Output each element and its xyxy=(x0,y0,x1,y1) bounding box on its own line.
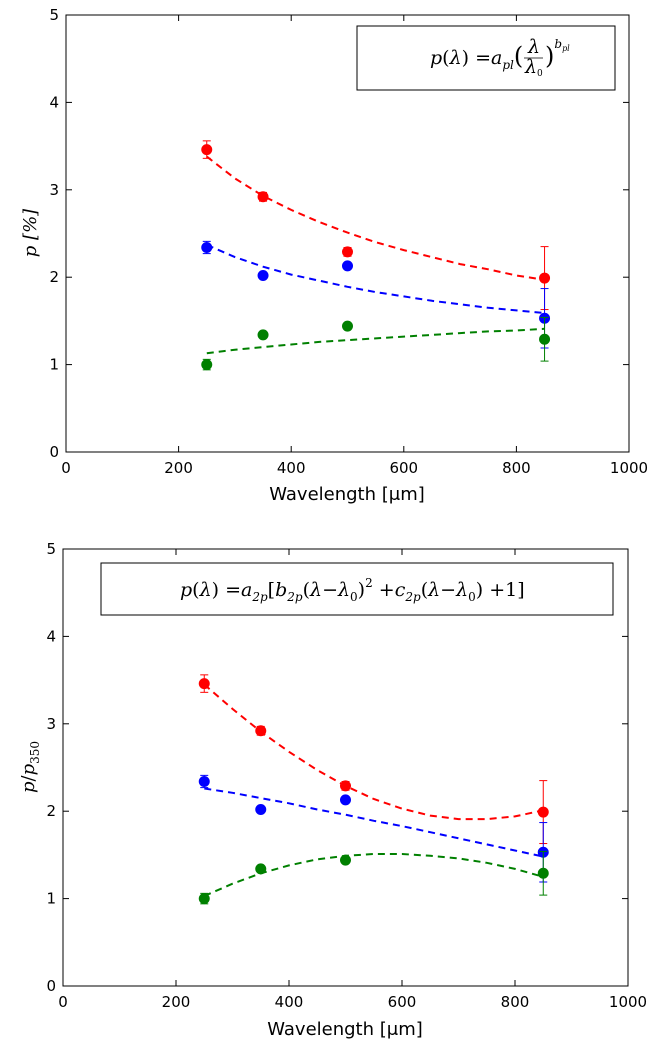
axis-ticks: 0 200 400 600 800 1000 0 1 2 3 4 5 xyxy=(46,540,647,1011)
x-tick-label: 800 xyxy=(502,459,531,477)
formula-exponent: )bpl xyxy=(545,37,570,70)
y-tick-label: 1 xyxy=(46,890,56,908)
data-point xyxy=(537,806,549,818)
y-axis-label: p [%] xyxy=(20,208,41,257)
x-tick-label: 0 xyxy=(58,993,68,1011)
fit-line xyxy=(206,155,545,281)
formula-frame xyxy=(100,562,614,616)
y-tick-label: 0 xyxy=(46,977,56,995)
formula-fraction-num: λ xyxy=(527,36,540,58)
axis-ticks: 0 200 400 600 800 1000 0 1 2 3 4 5 xyxy=(49,6,648,477)
data-point xyxy=(255,863,267,875)
data-point xyxy=(257,269,269,281)
x-axis-label: Wavelength [μm] xyxy=(267,1019,423,1040)
y-tick-label: 3 xyxy=(46,715,56,733)
x-tick-label: 1000 xyxy=(610,459,648,477)
x-tick-label: 1000 xyxy=(609,993,647,1011)
x-tick-label: 400 xyxy=(275,993,304,1011)
y-tick-label: 4 xyxy=(46,627,56,645)
y-tick-label: 1 xyxy=(49,356,59,374)
formula-box: p(λ) =a2p[b2p(λ−λ0)2 +c2p(λ−λ0) +1] xyxy=(100,562,614,616)
fit-line xyxy=(203,853,544,897)
data-point xyxy=(255,725,267,737)
fit-line xyxy=(203,683,544,821)
y-tick-label: 3 xyxy=(49,181,59,199)
data-marks xyxy=(201,140,551,371)
data-point xyxy=(539,272,551,284)
formula-frame xyxy=(356,25,616,91)
x-tick-label: 800 xyxy=(501,993,530,1011)
data-point xyxy=(342,246,353,258)
panel-power-law: 0 200 400 600 800 1000 0 1 2 3 4 5 p(λ) =apl( λ λ0 … xyxy=(20,6,648,505)
y-tick-label: 5 xyxy=(46,540,56,558)
data-point xyxy=(340,794,351,806)
y-tick-label: 2 xyxy=(49,268,59,286)
data-point xyxy=(198,775,210,787)
y-tick-label: 2 xyxy=(46,802,56,820)
x-axis-label: Wavelength [μm] xyxy=(269,484,425,505)
x-tick-label: 200 xyxy=(164,459,193,477)
y-tick-label: 5 xyxy=(49,6,59,24)
data-point xyxy=(537,867,549,879)
formula-text-power-law: p(λ) =apl( xyxy=(430,42,523,72)
data-point xyxy=(257,191,269,203)
y-axis-label: p/p350 xyxy=(18,741,42,793)
data-point xyxy=(539,333,551,345)
data-point xyxy=(201,359,213,371)
data-point xyxy=(255,803,267,815)
fit-line xyxy=(206,327,545,355)
fit-line xyxy=(206,243,545,314)
x-tick-label: 600 xyxy=(389,459,418,477)
x-tick-label: 400 xyxy=(277,459,306,477)
data-point xyxy=(198,893,210,905)
x-tick-label: 200 xyxy=(162,993,191,1011)
x-tick-label: 0 xyxy=(61,459,71,477)
fit-line xyxy=(204,787,544,858)
data-point xyxy=(257,329,269,341)
data-point xyxy=(342,260,353,272)
x-tick-label: 600 xyxy=(388,993,417,1011)
y-tick-label: 0 xyxy=(49,443,59,461)
y-tick-label: 4 xyxy=(49,93,59,111)
formula-text-second-order: p(λ) =a2p[b2p(λ−λ0)2 +c2p(λ−λ0) +1] xyxy=(180,576,525,604)
formula-box: p(λ) =apl( λ λ0 )bpl xyxy=(356,25,616,91)
plot-frame xyxy=(65,14,630,453)
data-marks xyxy=(198,674,549,905)
panel-second-order: 0 200 400 600 800 1000 0 1 2 3 4 5 p(λ) =a2p[b2p(λ−… xyxy=(18,540,647,1040)
data-point xyxy=(342,320,353,332)
data-point xyxy=(340,854,351,866)
data-point xyxy=(201,144,213,156)
plot-frame xyxy=(62,548,629,987)
data-point xyxy=(340,780,351,792)
data-point xyxy=(198,678,210,690)
data-point xyxy=(201,241,213,253)
